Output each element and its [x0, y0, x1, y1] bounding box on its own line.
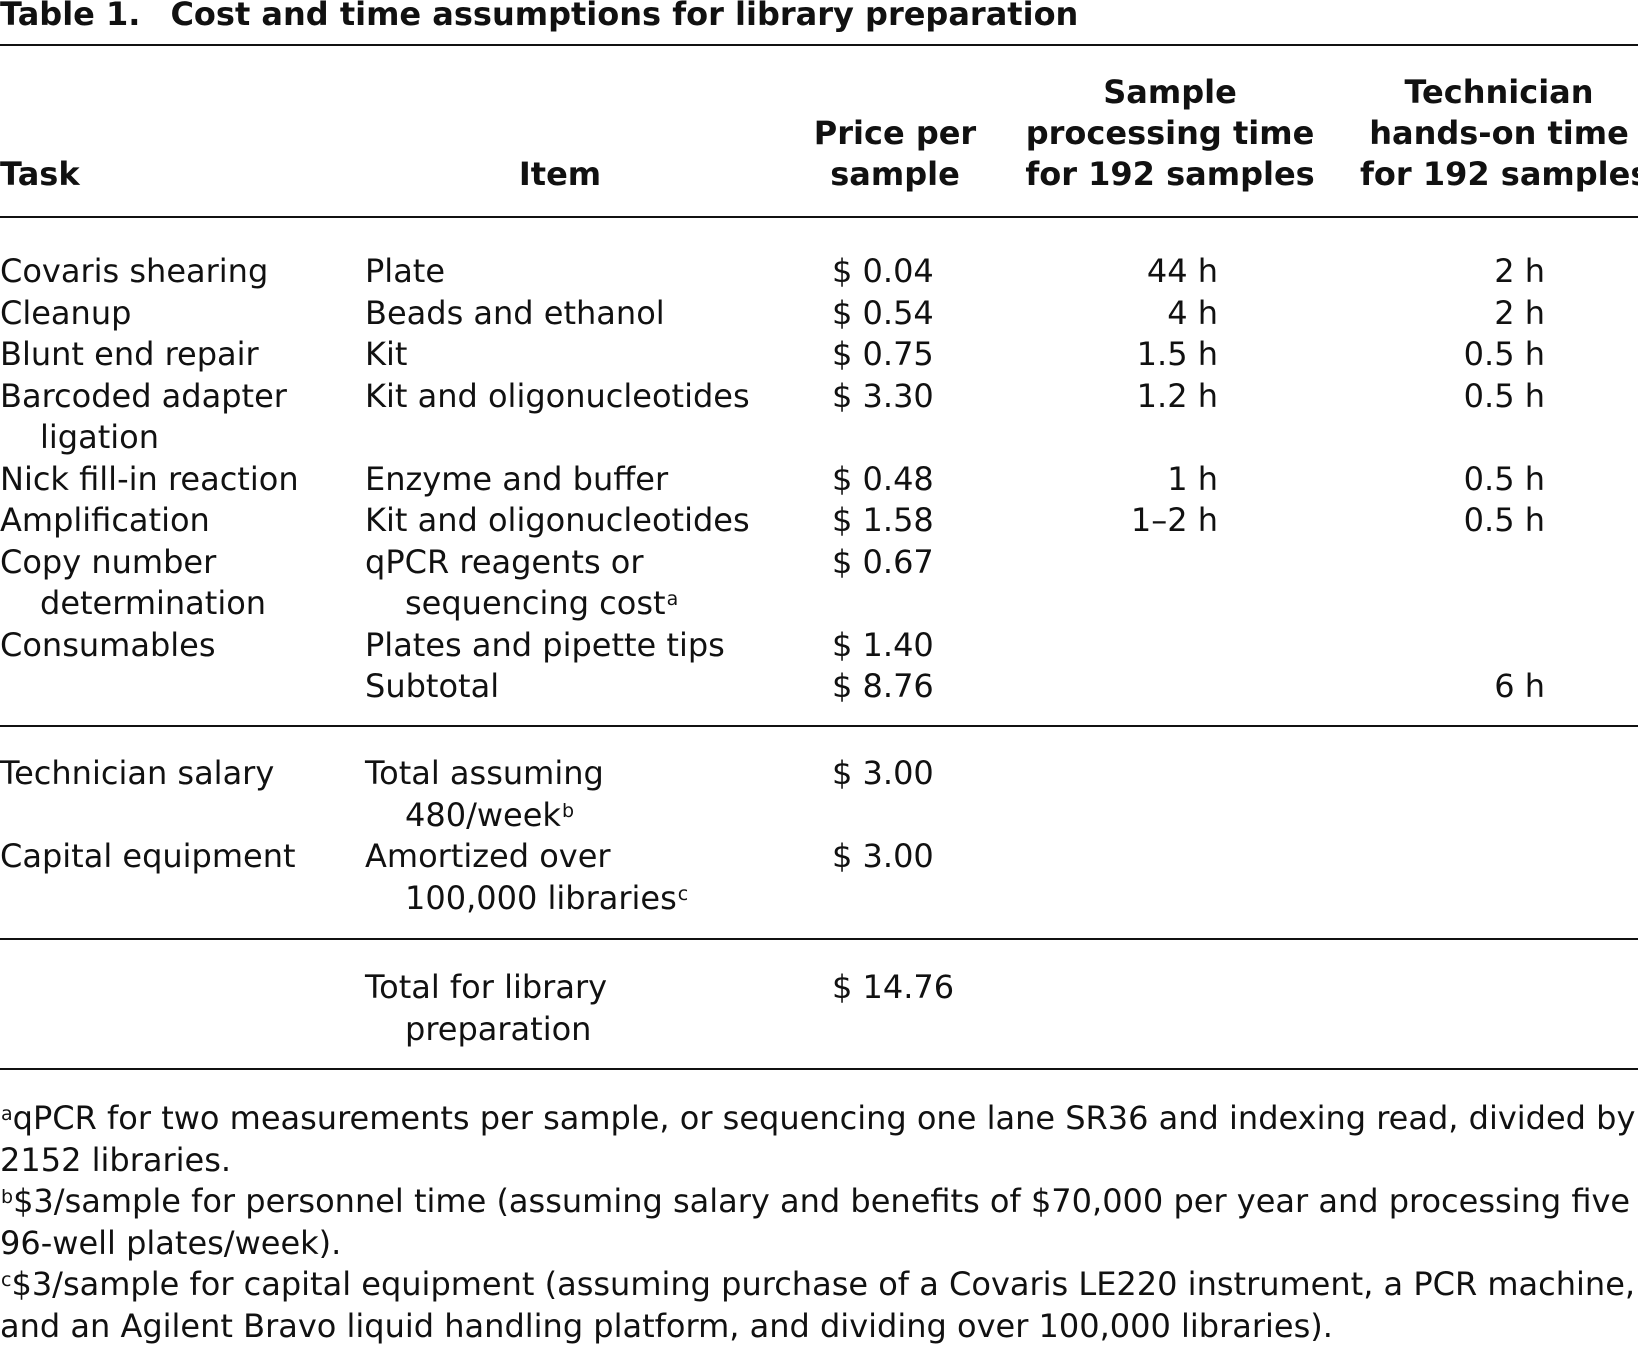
table-row: Barcoded adapter ligation Kit and oligonuc…: [0, 376, 1638, 459]
task-cell: Cleanup: [0, 293, 132, 332]
price-cell: $ 3.00: [832, 837, 934, 875]
price-cell: $ 0.48: [832, 459, 934, 498]
price-cell: $ 8.76: [832, 667, 934, 705]
item-cell: qPCR reagents or sequencing costa: [365, 542, 679, 623]
table-row: Copy number determination qPCR reagents or…: [0, 542, 1638, 625]
item-cell: Plates and pipette tips: [365, 625, 725, 664]
header-technician-time: Technician hands-on time for 192 samples: [1360, 73, 1638, 193]
table-row: Nick fill-in reaction Enzyme and buffer $ …: [0, 459, 1638, 501]
table-row: Covaris shearing Plate $ 0.04 44 h 2 h: [0, 251, 1638, 293]
section2-rule: [0, 938, 1638, 940]
technician-time-cell: 2 h: [1494, 293, 1545, 332]
task-cell: Nick fill-in reaction: [0, 459, 299, 498]
technician-time-cell: 0.5 h: [1463, 459, 1545, 498]
task-cell: Copy number determination: [0, 542, 267, 623]
task-cell: Technician salary: [0, 754, 275, 792]
footnote-b: b$3/sample for personnel time (assuming …: [0, 1182, 1631, 1262]
footnote-a: aqPCR for two measurements per sample, o…: [0, 1099, 1636, 1179]
header-price: Price per sample: [813, 114, 977, 193]
item-cell: Enzyme and buffer: [365, 459, 669, 498]
task-cell: Covaris shearing: [0, 252, 269, 290]
footnote-mark: b: [561, 799, 574, 822]
task-cell: Consumables: [0, 625, 216, 664]
table-row: Capital equipment Amortized over 100,000 l…: [0, 836, 1638, 919]
processing-time-cell: 1.5 h: [1136, 335, 1218, 373]
footnote-mark: c: [677, 882, 689, 905]
table-caption: Cost and time assumptions for library pr…: [170, 0, 1079, 33]
task-cell: Amplification: [0, 501, 210, 539]
task-cell: Capital equipment: [0, 837, 296, 875]
processing-time-cell: 4 h: [1167, 293, 1218, 332]
item-cell: Plate: [365, 252, 446, 290]
item-cell: Beads and ethanol: [365, 293, 665, 332]
price-cell: $ 3.30: [832, 376, 934, 415]
processing-time-cell: 1.2 h: [1136, 376, 1218, 415]
table-row: Consumables Plates and pipette tips $ 1.40: [0, 625, 1638, 667]
technician-time-cell: 6 h: [1494, 667, 1545, 705]
table-title: Table 1. Cost and time assumptions for li…: [0, 0, 1078, 34]
price-cell: $ 0.75: [832, 335, 934, 373]
item-cell: Kit and oligonucleotides: [365, 501, 750, 539]
table-row: Subtotal $ 8.76 6 h: [0, 666, 1638, 708]
table-row: Blunt end repair Kit $ 0.75 1.5 h 0.5 h: [0, 334, 1638, 376]
top-rule: [0, 44, 1638, 46]
price-cell: $ 1.40: [832, 625, 934, 664]
footnote-mark: a: [666, 588, 679, 610]
item-cell: Total assuming 480/weekb: [365, 754, 604, 834]
table-label: Table 1.: [0, 0, 141, 33]
table-row: Cleanup Beads and ethanol $ 0.54 4 h 2 h: [0, 293, 1638, 335]
price-cell: $ 3.00: [832, 754, 934, 792]
price-cell: $ 0.54: [832, 293, 934, 332]
processing-time-cell: 44 h: [1146, 252, 1218, 290]
header-rule: [0, 216, 1638, 218]
footnotes: aqPCR for two measurements per sample, o…: [0, 1098, 1638, 1347]
price-cell: $ 0.67: [832, 542, 934, 581]
price-cell: $ 14.76: [832, 968, 955, 1006]
section3-rule: [0, 1068, 1638, 1070]
technician-time-cell: 0.5 h: [1463, 501, 1545, 539]
processing-time-cell: 1 h: [1167, 459, 1218, 498]
price-cell: $ 0.04: [832, 252, 934, 290]
section1-rule: [0, 725, 1638, 727]
technician-time-cell: 2 h: [1494, 252, 1545, 290]
header-task: Task: [0, 155, 80, 193]
item-cell: Kit and oligonucleotides: [365, 376, 750, 415]
technician-time-cell: 0.5 h: [1463, 335, 1545, 373]
table-row: Total for library preparation $ 14.76: [0, 967, 1638, 1050]
processing-time-cell: 1–2 h: [1130, 501, 1218, 539]
task-cell: Blunt end repair: [0, 335, 259, 373]
table-row: Technician salary Total assuming 480/weekb…: [0, 753, 1638, 836]
task-cell: Barcoded adapter ligation: [0, 376, 287, 457]
price-cell: $ 1.58: [832, 501, 934, 539]
technician-time-cell: 0.5 h: [1463, 376, 1545, 415]
item-cell: Subtotal: [365, 667, 500, 705]
item-cell: Total for library preparation: [365, 968, 608, 1048]
footnote-c: c$3/sample for capital equipment (assumi…: [0, 1265, 1636, 1345]
table-row: Amplification Kit and oligonucleotides $ 1…: [0, 500, 1638, 542]
header-processing-time: Sample processing time for 192 samples: [1025, 73, 1315, 193]
header-item: Item: [518, 155, 602, 193]
item-cell: Amortized over 100,000 librariesc: [365, 837, 689, 917]
item-cell: Kit: [365, 335, 408, 373]
